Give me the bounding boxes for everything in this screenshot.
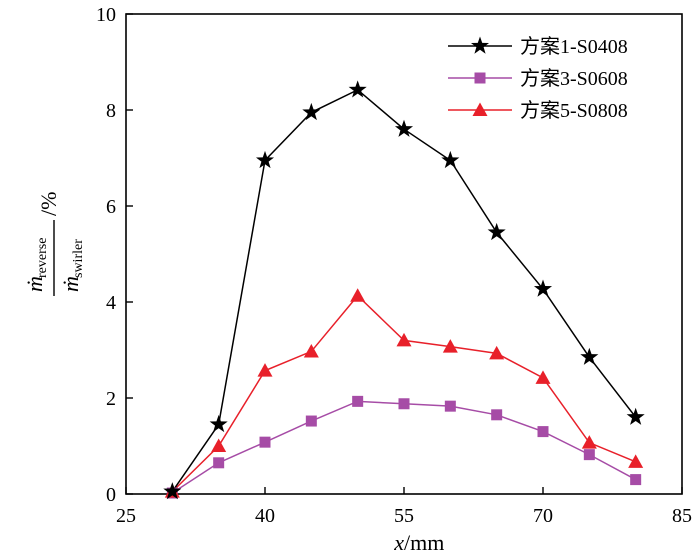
data-point [583, 449, 595, 461]
data-point [348, 80, 367, 98]
data-point [394, 119, 414, 137]
data-point [580, 347, 599, 365]
y-tick-label: 6 [106, 196, 116, 218]
data-point [533, 279, 553, 297]
legend-label: 方案1-S0408 [520, 35, 628, 58]
data-point [444, 400, 456, 412]
data-point [163, 482, 182, 500]
series-line-3 [171, 294, 636, 493]
data-point [537, 426, 549, 438]
x-tick-label: 70 [533, 505, 553, 527]
x-tick-label: 85 [672, 505, 692, 527]
data-point [396, 332, 412, 347]
data-point [352, 395, 364, 407]
x-axis-unit: /mm [404, 530, 444, 555]
series-line-1 [171, 88, 637, 493]
y-tick-label: 4 [106, 292, 116, 314]
series-line-2 [171, 400, 637, 494]
y-tick-label: 0 [106, 484, 116, 506]
x-axis-label: x [393, 530, 404, 555]
x-tick-label: 40 [255, 505, 275, 527]
data-point [350, 288, 366, 302]
data-point [211, 438, 227, 452]
y-label-numerator-sub: reverse [35, 238, 50, 278]
data-point [302, 102, 321, 121]
data-point [213, 457, 225, 469]
data-point [305, 415, 317, 427]
data-point [441, 150, 460, 169]
legend-label: 方案3-S0608 [520, 67, 628, 90]
data-point [209, 414, 228, 433]
y-tick-label: 8 [106, 100, 116, 122]
data-point [303, 343, 319, 358]
y-label-numerator-symbol: ṁ [22, 276, 47, 292]
legend-marker [472, 102, 488, 116]
legend-marker [474, 72, 486, 84]
data-point [626, 407, 645, 425]
legend-label: 方案5-S0808 [520, 99, 628, 122]
data-point [398, 398, 410, 410]
data-point [259, 436, 271, 448]
y-label-denominator-sub: swirler [71, 239, 86, 278]
x-tick-label: 25 [116, 505, 136, 527]
data-point [535, 370, 551, 384]
y-axis-label: ṁ reverse ṁ swirler /% [22, 192, 86, 296]
y-tick-label: 10 [96, 4, 116, 26]
data-point [257, 363, 273, 377]
data-point [628, 454, 644, 468]
legend-marker [470, 36, 490, 54]
y-label-unit: /% [36, 192, 61, 216]
data-point [581, 435, 597, 449]
data-point [255, 150, 275, 169]
data-point [442, 339, 458, 353]
data-point [489, 345, 505, 360]
y-tick-label: 2 [106, 388, 116, 410]
data-point [491, 409, 503, 421]
data-point [630, 474, 642, 486]
y-label-denominator-symbol: ṁ [58, 276, 83, 292]
data-point [487, 222, 506, 241]
x-tick-label: 55 [394, 505, 414, 527]
